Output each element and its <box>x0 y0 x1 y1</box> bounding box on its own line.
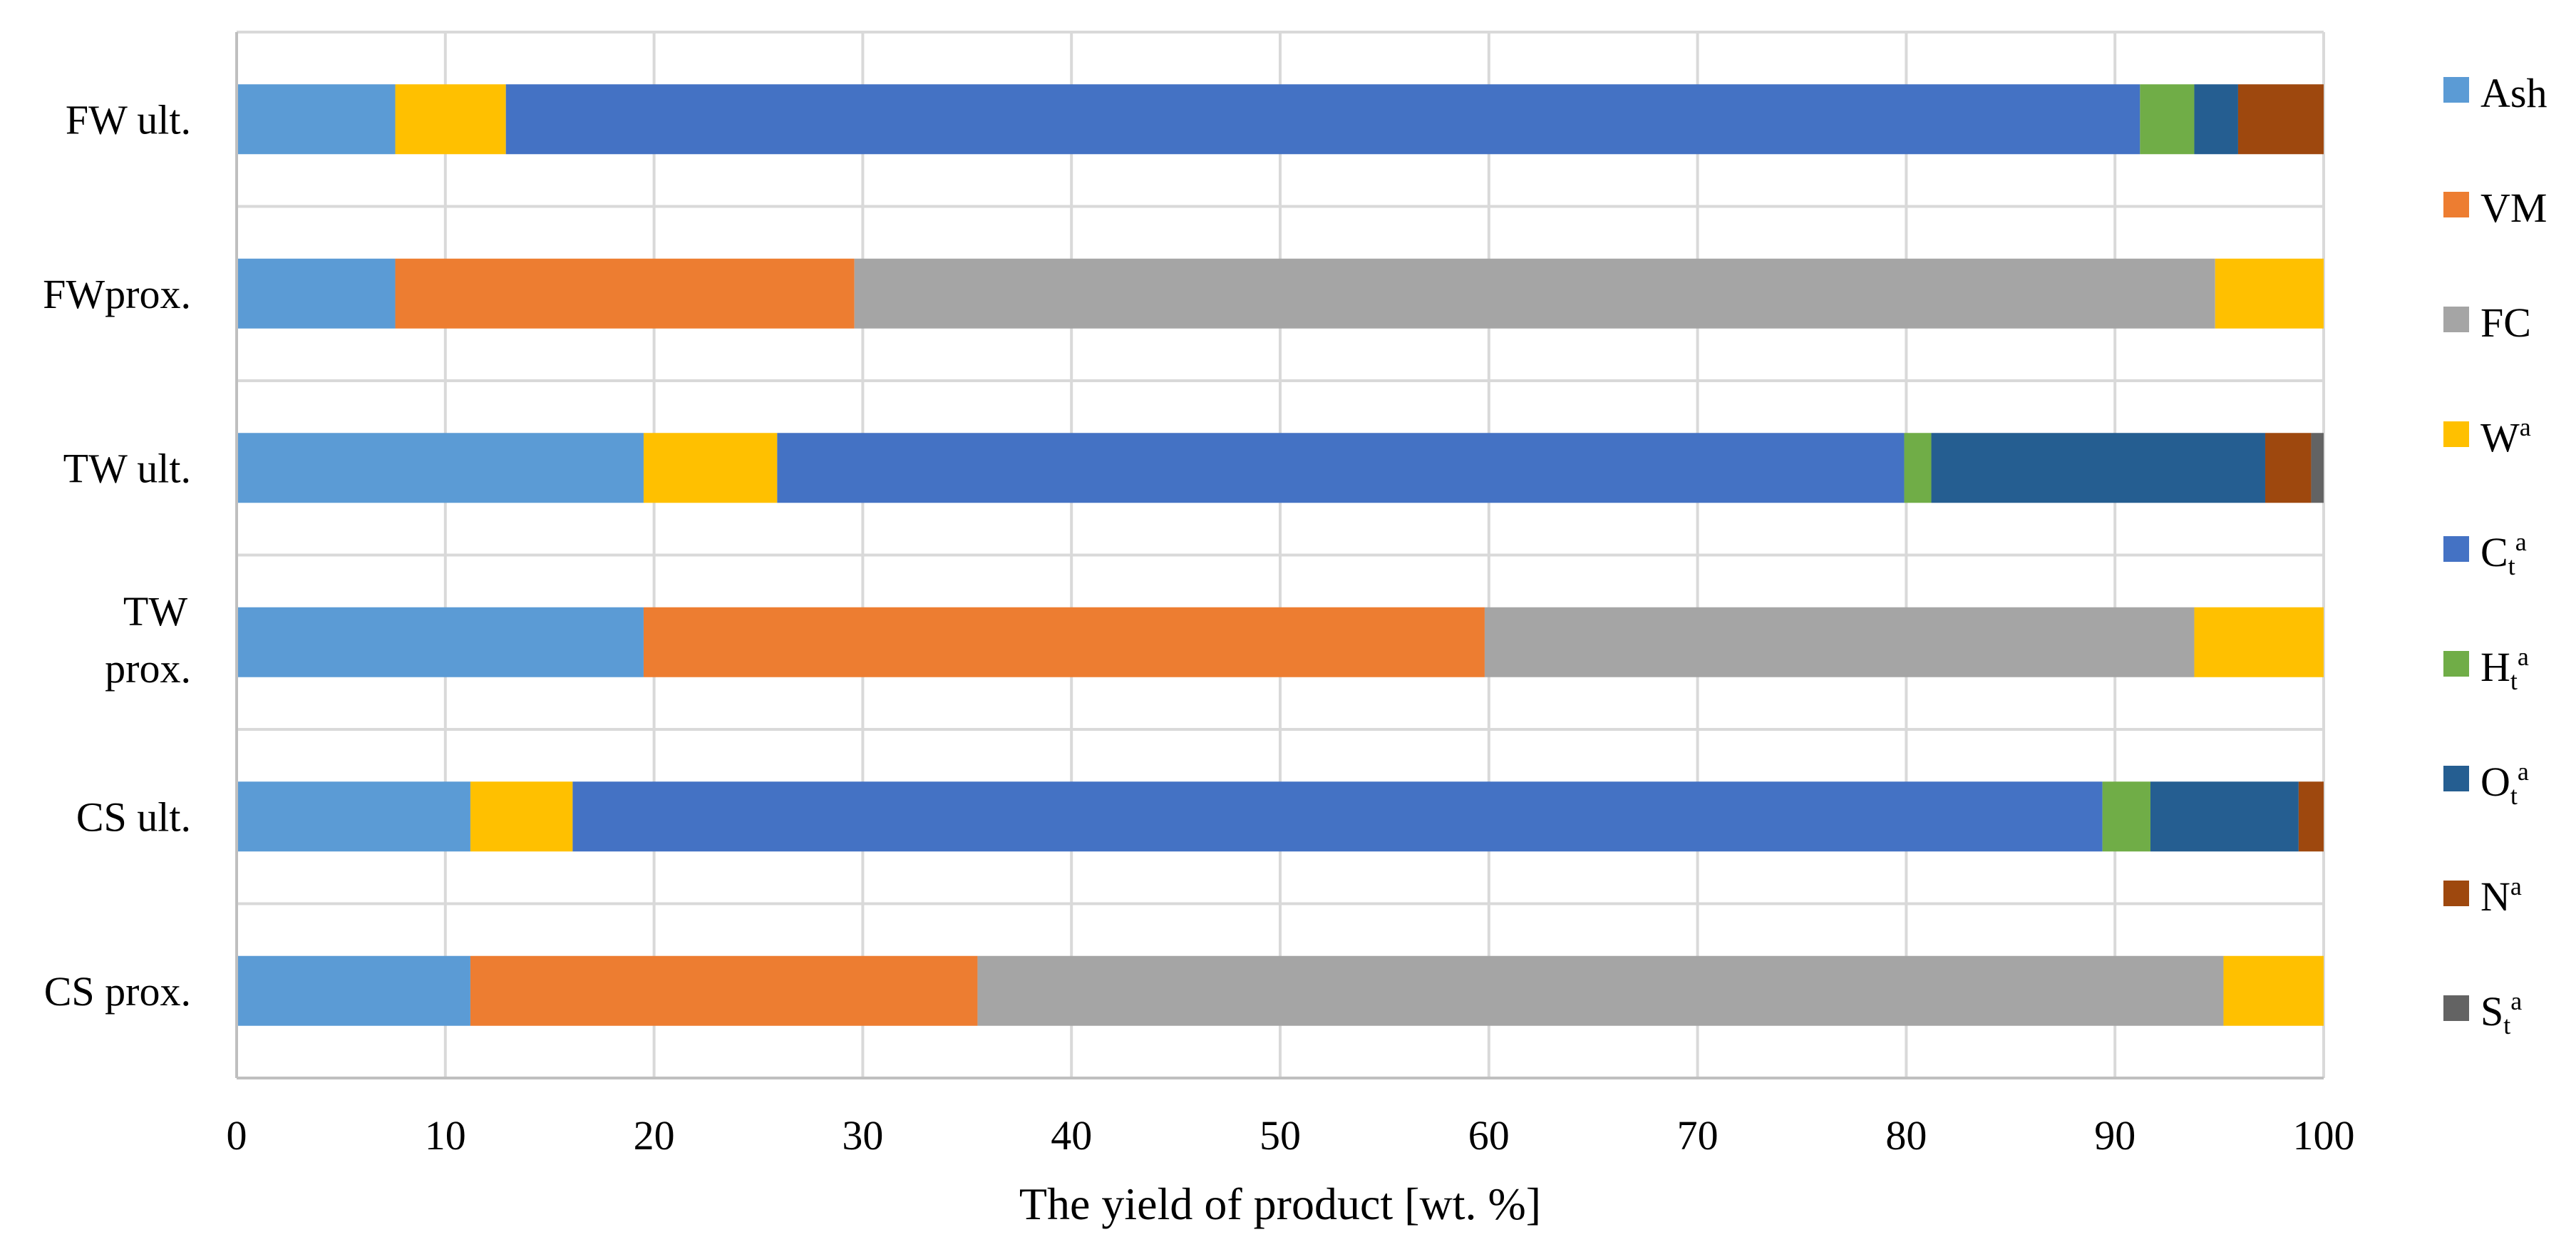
y-category-label: FW ult. <box>66 96 191 143</box>
bar-segment-ash-2 <box>237 433 644 503</box>
bar-segment-fc-5 <box>977 955 2224 1026</box>
bar-segment-w-1 <box>2215 258 2324 329</box>
legend-label: Ash <box>2480 70 2547 116</box>
legend-item-n: Na <box>2443 872 2522 920</box>
bar-segment-w-5 <box>2223 955 2324 1026</box>
bar-segment-vm-5 <box>470 955 978 1026</box>
bar-segment-vm-3 <box>643 607 1485 677</box>
bar-segment-w-3 <box>2194 607 2324 677</box>
legend-item-h: Hta <box>2443 642 2529 695</box>
bar-segment-ash-5 <box>237 955 470 1026</box>
bar-segment-vm-1 <box>395 258 855 329</box>
x-axis-title: The yield of product [wt. %] <box>1019 1179 1541 1229</box>
bar-segment-c-4 <box>572 781 2103 852</box>
y-category-label: CS ult. <box>76 794 191 840</box>
legend-label: Hta <box>2480 642 2529 695</box>
legend-label: Na <box>2480 872 2522 920</box>
bar-segment-o-4 <box>2150 781 2299 852</box>
x-tick-label: 90 <box>2094 1112 2135 1159</box>
legend-label: VM <box>2480 185 2547 231</box>
y-category-label-line2: prox. <box>105 645 191 692</box>
legend-swatch <box>2443 421 2469 447</box>
legend-label: FC <box>2480 299 2531 346</box>
bar-segment-c-0 <box>505 84 2140 155</box>
bar-layer <box>237 84 2324 1026</box>
legend-label: Ota <box>2480 757 2529 810</box>
x-tick-label: 100 <box>2293 1112 2355 1159</box>
axis-layer: 0 10 20 30 40 50 60 70 80 90 100 FW ult. FWprox. TW u… <box>43 32 2355 1159</box>
legend-item-o: Ota <box>2443 757 2529 810</box>
legend-item-s: Sta <box>2443 987 2522 1040</box>
legend-item-vm: VM <box>2443 185 2547 231</box>
legend-swatch <box>2443 536 2469 562</box>
legend-item-w: Wa <box>2443 413 2531 461</box>
bar-segment-n-0 <box>2237 84 2324 155</box>
legend-item-c: Cta <box>2443 528 2527 580</box>
legend-swatch <box>2443 651 2469 677</box>
bar-segment-ash-1 <box>237 258 396 329</box>
x-tick-label: 70 <box>1677 1112 1719 1159</box>
legend-swatch <box>2443 307 2469 332</box>
bar-segment-o-2 <box>1931 433 2266 503</box>
bar-segment-h-4 <box>2102 781 2150 852</box>
x-tick-label: 20 <box>634 1112 675 1159</box>
y-category-label: CS prox. <box>44 968 191 1015</box>
bar-segment-h-2 <box>1904 433 1932 503</box>
legend-swatch <box>2443 77 2469 103</box>
bar-segment-n-4 <box>2298 781 2324 852</box>
grid-layer <box>235 31 2325 1079</box>
bar-segment-n-2 <box>2265 433 2312 503</box>
x-tick-label: 60 <box>1468 1112 1510 1159</box>
bar-segment-ash-4 <box>237 781 470 852</box>
y-category-label: TW ult. <box>63 445 191 491</box>
legend-swatch <box>2443 192 2469 217</box>
bar-segment-ash-0 <box>237 84 396 155</box>
bar-segment-fc-1 <box>854 258 2215 329</box>
legend-swatch <box>2443 995 2469 1021</box>
legend-label: Wa <box>2480 413 2531 461</box>
legend-label: Sta <box>2480 987 2522 1040</box>
x-tick-label: 50 <box>1259 1112 1301 1159</box>
y-category-label: TW <box>123 588 187 635</box>
legend-item-ash: Ash <box>2443 70 2547 116</box>
bar-segment-fc-3 <box>1484 607 2195 677</box>
bar-segment-w-2 <box>643 433 778 503</box>
x-tick-label: 80 <box>1885 1112 1927 1159</box>
legend-label: Cta <box>2480 528 2527 580</box>
bar-segment-w-0 <box>395 84 506 155</box>
legend: Ash VM FC Wa Cta Hta Ota Na Sta <box>2443 70 2547 1040</box>
x-tick-label: 40 <box>1051 1112 1092 1159</box>
legend-item-fc: FC <box>2443 299 2531 346</box>
y-category-label: FWprox. <box>43 271 191 317</box>
legend-swatch <box>2443 766 2469 791</box>
bar-segment-ash-3 <box>237 607 644 677</box>
bar-segment-c-2 <box>777 433 1905 503</box>
bar-segment-s-2 <box>2311 433 2324 503</box>
legend-swatch <box>2443 881 2469 906</box>
bar-segment-o-0 <box>2194 84 2238 155</box>
x-tick-label: 10 <box>425 1112 466 1159</box>
x-tick-label: 30 <box>842 1112 883 1159</box>
x-tick-label: 0 <box>227 1112 247 1159</box>
bar-segment-w-4 <box>470 781 573 852</box>
bar-segment-h-0 <box>2140 84 2195 155</box>
